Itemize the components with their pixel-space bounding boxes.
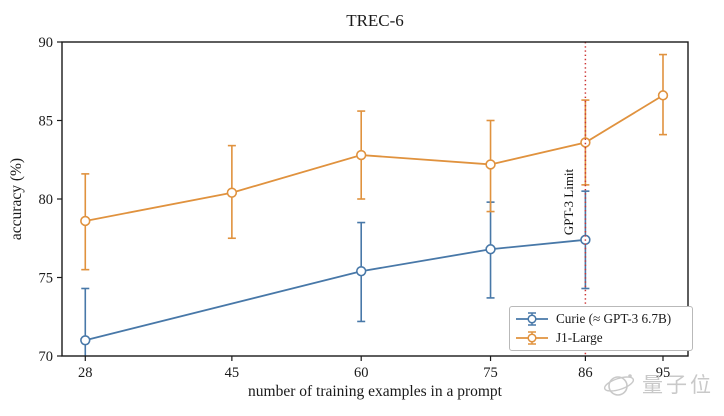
x-tick-label: 45 bbox=[225, 365, 240, 381]
data-point bbox=[580, 137, 591, 148]
legend-marker-icon bbox=[516, 312, 548, 326]
data-point bbox=[80, 335, 91, 346]
y-axis-label: accuracy (%) bbox=[8, 157, 25, 241]
data-point bbox=[485, 244, 496, 255]
y-tick-label: 75 bbox=[39, 271, 54, 287]
data-point bbox=[485, 159, 496, 170]
y-tick-label: 70 bbox=[39, 349, 54, 365]
legend-item-0: Curie (≈ GPT-3 6.7B) bbox=[515, 310, 686, 328]
qbitai-logo-icon bbox=[603, 374, 635, 396]
data-point bbox=[226, 187, 238, 198]
x-tick-label: 86 bbox=[578, 365, 593, 381]
y-tick-label: 80 bbox=[39, 192, 54, 208]
watermark-qbitai: 量子位 bbox=[603, 371, 714, 399]
data-point bbox=[80, 215, 91, 227]
legend-item-1: J1-Large bbox=[515, 329, 686, 347]
x-tick-label: 75 bbox=[483, 365, 498, 381]
series-line bbox=[85, 238, 586, 342]
data-point bbox=[356, 149, 367, 161]
series-0 bbox=[80, 190, 591, 356]
y-tick-label: 90 bbox=[39, 35, 54, 51]
legend-label: Curie (≈ GPT-3 6.7B) bbox=[556, 311, 672, 326]
legend: Curie (≈ GPT-3 6.7B) J1-Large bbox=[509, 306, 693, 351]
gpt3-limit-label: GPT-3 Limit bbox=[561, 168, 576, 236]
x-tick-label: 95 bbox=[656, 365, 671, 381]
series-1 bbox=[80, 53, 669, 271]
y-tick-label: 85 bbox=[39, 114, 54, 130]
plot-area bbox=[80, 42, 669, 356]
x-axis-label: number of training examples in a prompt bbox=[248, 383, 502, 400]
data-point bbox=[356, 266, 367, 277]
x-tick-label: 60 bbox=[354, 365, 369, 381]
data-point bbox=[657, 90, 669, 101]
x-tick-label: 28 bbox=[78, 365, 93, 381]
chart-title: TREC-6 bbox=[346, 11, 404, 30]
series-line bbox=[85, 94, 664, 222]
legend-marker-icon bbox=[516, 331, 548, 345]
legend-label: J1-Large bbox=[556, 330, 603, 345]
watermark-text: 量子位 bbox=[642, 372, 714, 397]
